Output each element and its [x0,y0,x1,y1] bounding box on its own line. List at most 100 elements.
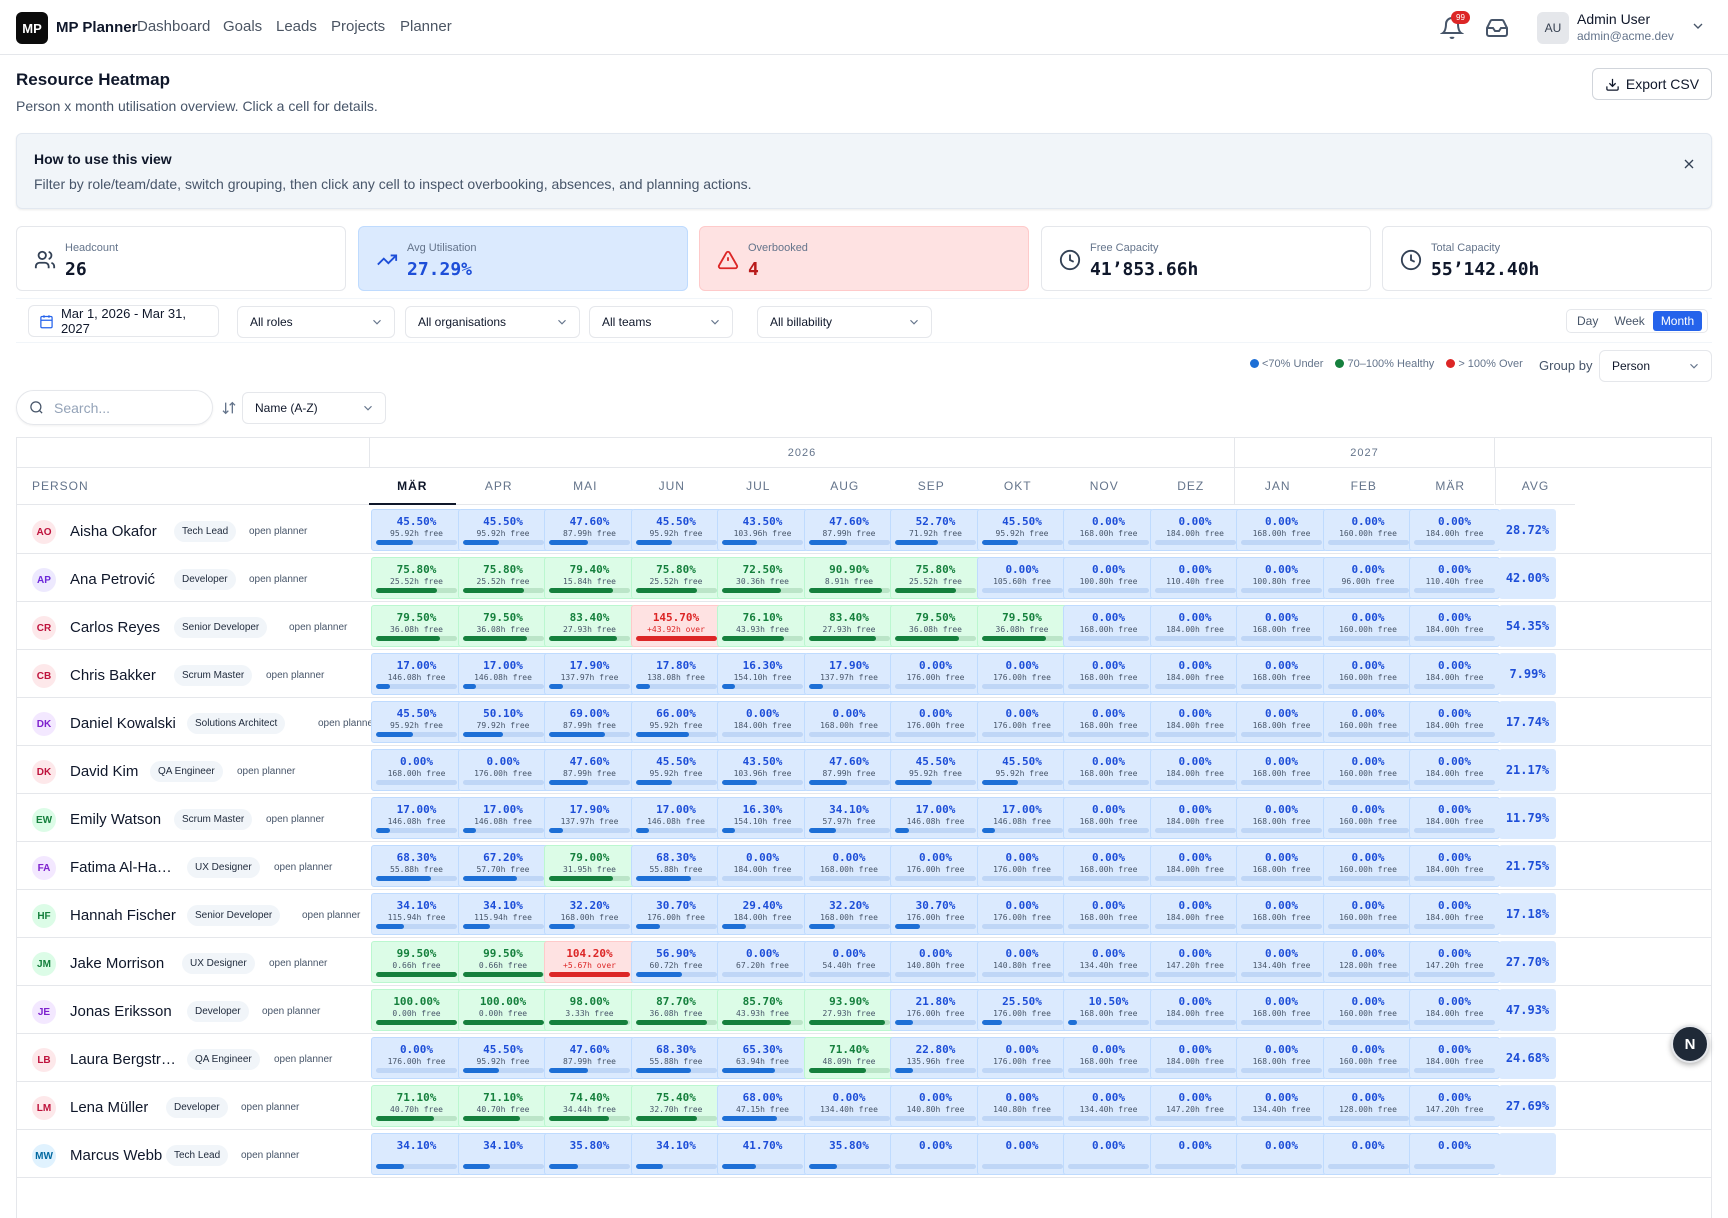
heatmap-cell[interactable]: 0.00% [1322,1133,1414,1175]
heatmap-cell[interactable]: 10.50% 168.00h free [1063,989,1154,1031]
heatmap-cell[interactable]: 16.30% 154.10h free [717,653,808,695]
heatmap-cell[interactable]: 0.00% [976,1133,1068,1175]
heatmap-cell[interactable]: 0.00% 134.40h free [1063,941,1154,983]
nav-leads[interactable]: Leads [276,18,317,35]
heatmap-cell[interactable]: 0.00% [1236,1133,1327,1175]
open-planner-link[interactable]: open planner [262,1006,321,1017]
heatmap-cell[interactable]: 47.60% 87.99h free [803,749,895,791]
heatmap-cell[interactable]: 0.00% 168.00h free [1236,989,1327,1031]
heatmap-cell[interactable]: 0.00% 160.00h free [1322,797,1414,839]
open-planner-link[interactable]: open planner [274,862,333,873]
heatmap-cell[interactable]: 0.00% 176.00h free [890,845,981,887]
view-week-button[interactable]: Week [1614,314,1645,328]
heatmap-cell[interactable]: 0.00% 140.80h free [976,941,1068,983]
heatmap-cell[interactable]: 79.40% 15.84h free [544,557,635,599]
open-planner-link[interactable]: open planner [289,622,348,633]
heatmap-cell[interactable]: 93.90% 27.93h free [803,989,895,1031]
heatmap-cell[interactable]: 52.70% 71.92h free [890,509,981,551]
heatmap-cell[interactable]: 16.30% 154.10h free [717,797,808,839]
month-header[interactable]: AUG [801,468,888,505]
heatmap-cell[interactable]: 0.00% 184.00h free [1149,989,1241,1031]
heatmap-cell[interactable]: 74.40% 34.44h free [544,1085,635,1127]
month-header[interactable]: MÄR [369,468,456,505]
heatmap-cell[interactable]: 0.00% 184.00h free [1149,845,1241,887]
heatmap-cell[interactable]: 0.00% 176.00h free [976,845,1068,887]
heatmap-cell[interactable]: 47.60% 87.99h free [544,749,635,791]
heatmap-cell[interactable]: 0.00% 168.00h free [1236,893,1327,935]
open-planner-link[interactable]: open planner [266,814,325,825]
open-planner-link[interactable]: open planner [302,910,361,921]
person-name[interactable]: Jonas Eriksson [70,1003,172,1020]
open-planner-link[interactable]: open planner [241,1102,300,1113]
person-name[interactable]: Lena Müller [70,1099,149,1116]
heatmap-cell[interactable]: 45.50% 95.92h free [457,1037,549,1079]
heatmap-cell[interactable]: 25.50% 176.00h free [976,989,1068,1031]
person-column-header[interactable]: PERSON [17,468,369,505]
brand-name[interactable]: MP Planner [56,19,138,36]
heatmap-cell[interactable]: 0.00% 160.00h free [1322,509,1414,551]
heatmap-cell[interactable]: 34.10% 115.94h free [371,893,462,935]
avg-column-header[interactable]: AVG [1495,468,1575,505]
heatmap-cell[interactable]: 0.00% 168.00h free [1236,605,1327,647]
heatmap-cell[interactable]: 0.00% 184.00h free [1409,797,1500,839]
heatmap-cell[interactable]: 21.80% 176.00h free [890,989,981,1031]
open-planner-link[interactable]: open planner [266,670,325,681]
heatmap-cell[interactable]: 76.10% 43.93h free [717,605,808,647]
heatmap-cell[interactable]: 45.50% 95.92h free [630,509,722,551]
heatmap-cell[interactable]: 17.00% 146.08h free [457,797,549,839]
heatmap-cell[interactable]: 0.00% [1409,1133,1500,1175]
month-header[interactable]: JUL [715,468,802,505]
heatmap-cell[interactable]: 17.90% 137.97h free [803,653,895,695]
open-planner-link[interactable]: open planner [269,958,328,969]
heatmap-cell[interactable]: 0.00% 147.20h free [1149,941,1241,983]
heatmap-cell[interactable]: 0.00% 168.00h free [1063,653,1154,695]
heatmap-cell[interactable]: 45.50% 95.92h free [371,701,462,743]
heatmap-cell[interactable]: 35.80% [544,1133,635,1175]
heatmap-cell[interactable]: 100.00% 0.00h free [371,989,462,1031]
person-name[interactable]: Hannah Fischer [70,907,176,924]
heatmap-cell[interactable]: 0.00% 67.20h free [717,941,808,983]
heatmap-cell[interactable]: 0.00% 54.40h free [803,941,895,983]
heatmap-cell[interactable]: 34.10% [457,1133,549,1175]
person-name[interactable]: Chris Bakker [70,667,156,684]
person-name[interactable]: Carlos Reyes [70,619,161,636]
heatmap-cell[interactable]: 71.10% 40.70h free [371,1085,462,1127]
heatmap-cell[interactable]: 0.00% 128.00h free [1322,1085,1414,1127]
heatmap-cell[interactable]: 0.00% 184.00h free [1149,1037,1241,1079]
month-header[interactable]: JUN [628,468,715,505]
heatmap-cell[interactable]: 83.40% 27.93h free [544,605,635,647]
month-header[interactable]: JAN [1234,468,1321,505]
heatmap-cell[interactable]: 17.00% 146.08h free [371,653,462,695]
heatmap-cell[interactable]: 0.00% 184.00h free [1149,653,1241,695]
heatmap-cell[interactable]: 50.10% 79.92h free [457,701,549,743]
heatmap-cell[interactable]: 0.00% 184.00h free [1409,509,1500,551]
heatmap-cell[interactable]: 145.70% +43.92h over [630,605,722,647]
heatmap-cell[interactable]: 0.00% 176.00h free [890,701,981,743]
heatmap-cell[interactable]: 0.00% 176.00h free [976,701,1068,743]
heatmap-cell[interactable]: 0.00% 134.40h free [1236,941,1327,983]
heatmap-cell[interactable]: 0.00% 176.00h free [976,653,1068,695]
heatmap-cell[interactable]: 99.50% 0.66h free [371,941,462,983]
roles-select[interactable]: All roles [237,306,395,338]
heatmap-cell[interactable]: 0.00% 176.00h free [890,653,981,695]
heatmap-cell[interactable]: 0.00% 184.00h free [1409,989,1500,1031]
heatmap-cell[interactable]: 0.00% 176.00h free [457,749,549,791]
heatmap-cell[interactable]: 0.00% 168.00h free [1236,653,1327,695]
person-name[interactable]: Jake Morrison [70,955,165,972]
heatmap-cell[interactable]: 47.60% 87.99h free [544,509,635,551]
heatmap-cell[interactable]: 69.00% 87.99h free [544,701,635,743]
heatmap-cell[interactable]: 0.00% 110.40h free [1149,557,1241,599]
heatmap-cell[interactable]: 17.00% 146.08h free [890,797,981,839]
heatmap-cell[interactable]: 0.00% 168.00h free [1236,701,1327,743]
heatmap-cell[interactable]: 0.00% 176.00h free [976,1037,1068,1079]
heatmap-cell[interactable]: 0.00% 147.20h free [1409,941,1500,983]
heatmap-cell[interactable]: 0.00% 184.00h free [717,701,808,743]
heatmap-cell[interactable]: 98.00% 3.33h free [544,989,635,1031]
heatmap-cell[interactable]: 90.90% 8.91h free [803,557,895,599]
heatmap-cell[interactable]: 0.00% [890,1133,981,1175]
heatmap-cell[interactable]: 0.00% [1063,1133,1154,1175]
heatmap-cell[interactable]: 0.00% 176.00h free [976,893,1068,935]
heatmap-cell[interactable]: 0.00% 105.60h free [976,557,1068,599]
heatmap-cell[interactable]: 0.00% 168.00h free [371,749,462,791]
heatmap-cell[interactable]: 17.00% 146.08h free [457,653,549,695]
